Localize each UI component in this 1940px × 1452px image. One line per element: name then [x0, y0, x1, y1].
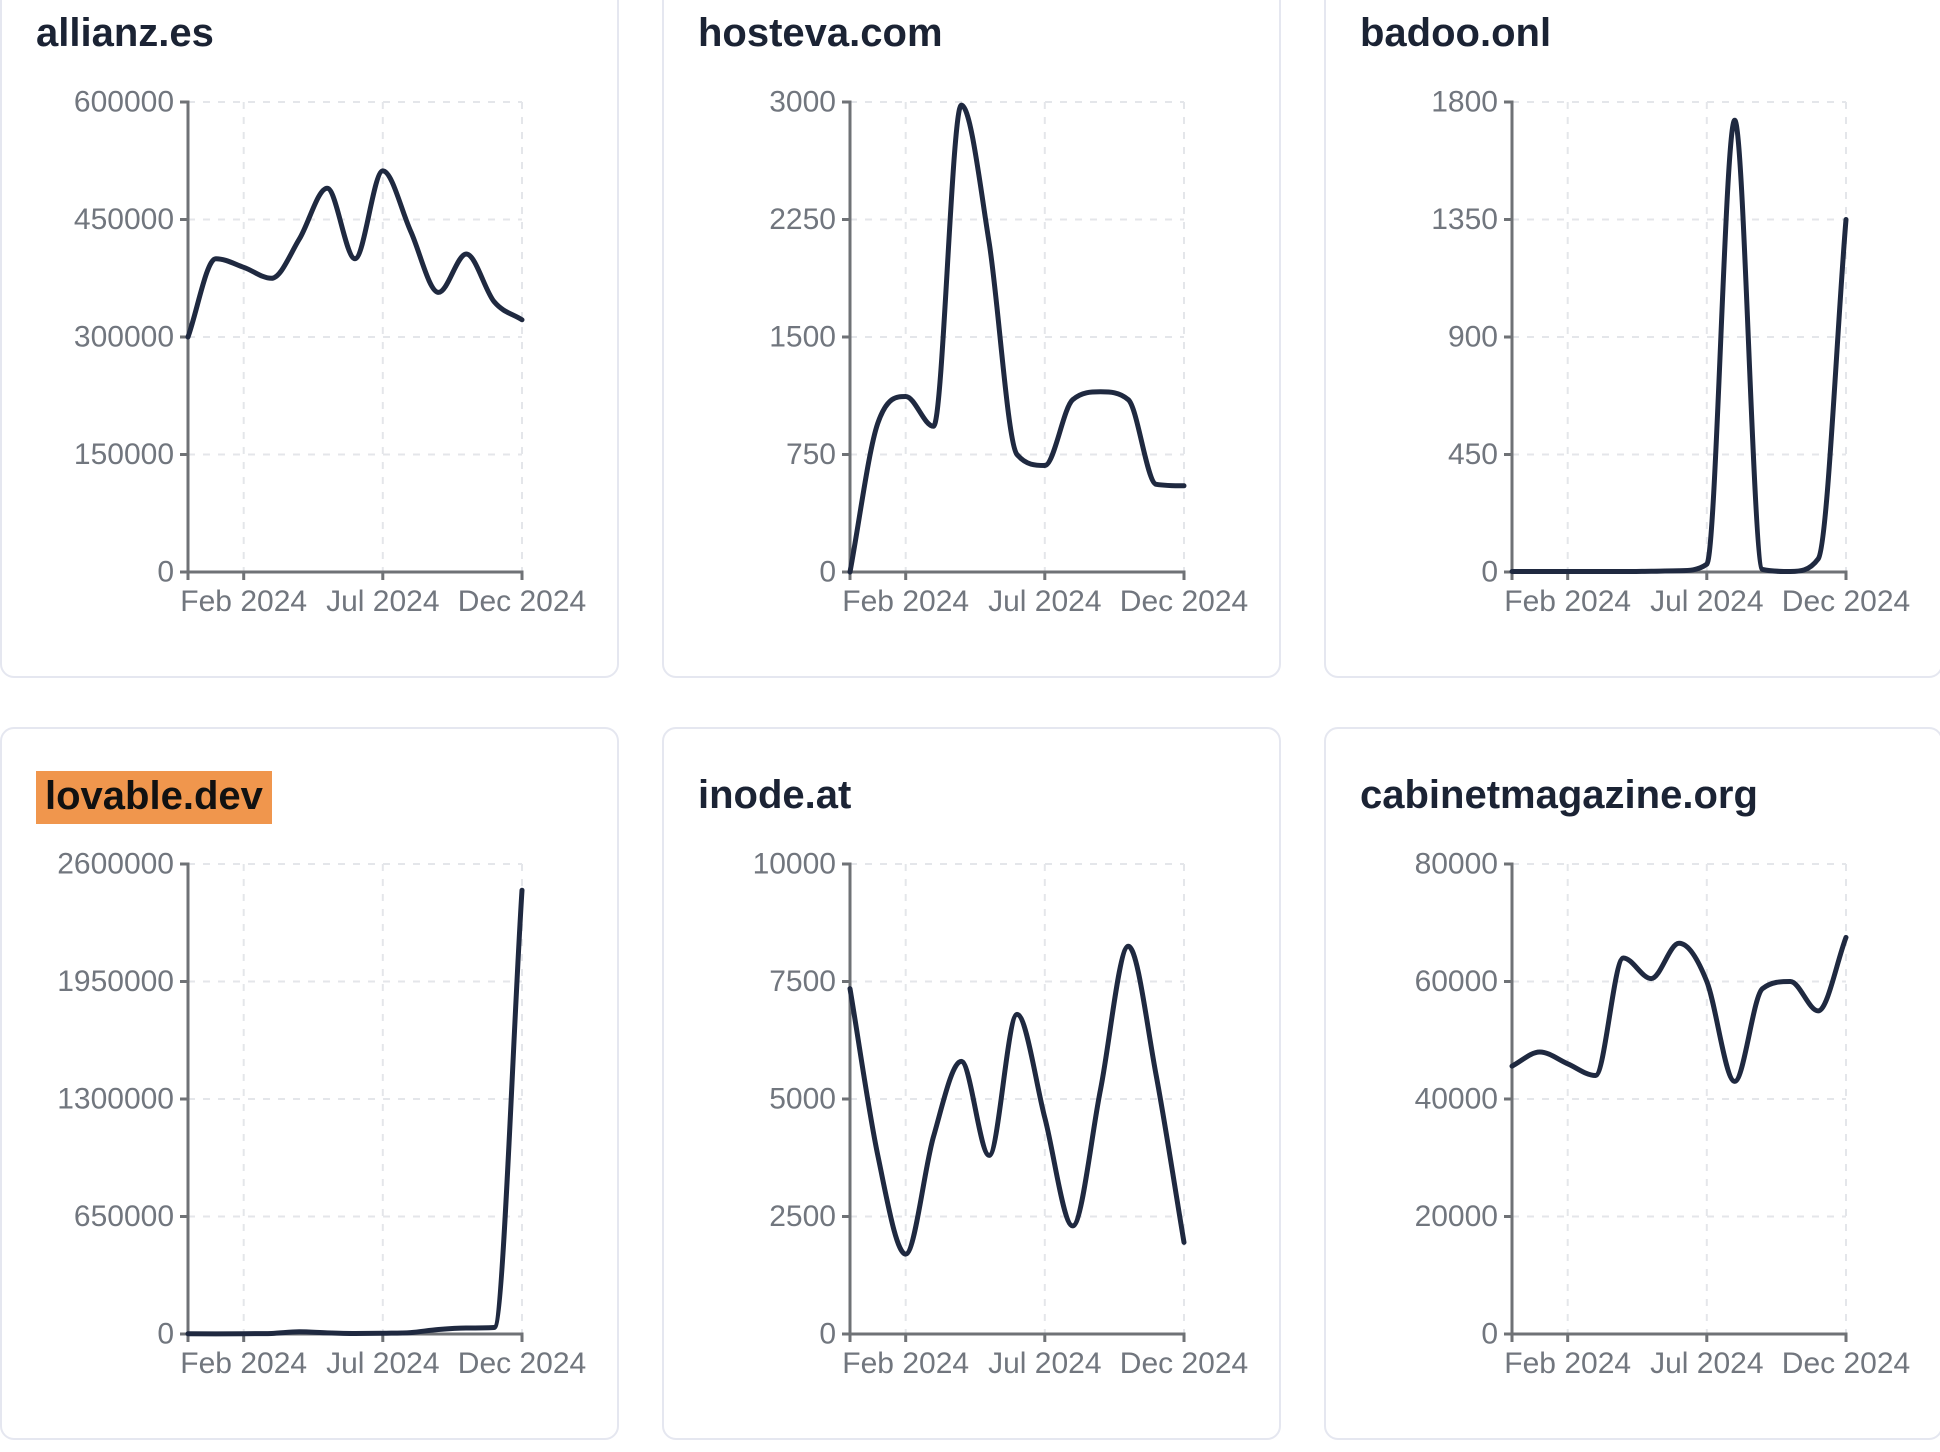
traffic-line-chart: 0 450 900 1350 1800 Feb 2024 Jul 2024 Dec 2024	[1431, 86, 1910, 619]
svg-text:Feb 2024: Feb 2024	[1504, 1347, 1631, 1380]
svg-text:2250: 2250	[769, 203, 836, 236]
svg-text:Dec 2024: Dec 2024	[458, 585, 586, 618]
svg-text:900: 900	[1448, 321, 1498, 354]
svg-text:60000: 60000	[1415, 965, 1498, 998]
svg-text:0: 0	[1481, 556, 1498, 589]
svg-text:Feb 2024: Feb 2024	[1504, 585, 1631, 618]
svg-text:2600000: 2600000	[57, 848, 174, 881]
svg-text:650000: 650000	[74, 1200, 174, 1233]
svg-text:1950000: 1950000	[57, 965, 174, 998]
traffic-line-chart: 0 750 1500 2250 3000 Feb 2024 Jul 2024 Dec 2024	[769, 86, 1248, 619]
svg-text:Dec 2024: Dec 2024	[1782, 1347, 1910, 1380]
svg-text:0: 0	[819, 1318, 836, 1351]
svg-text:5000: 5000	[769, 1083, 836, 1116]
svg-text:0: 0	[157, 1318, 174, 1351]
svg-text:150000: 150000	[74, 438, 174, 471]
svg-text:750: 750	[786, 438, 836, 471]
svg-text:Dec 2024: Dec 2024	[458, 1347, 586, 1380]
svg-text:Dec 2024: Dec 2024	[1782, 585, 1910, 618]
domain-title: inode.at	[698, 773, 852, 817]
svg-text:Jul 2024: Jul 2024	[988, 1347, 1101, 1380]
svg-text:Dec 2024: Dec 2024	[1120, 1347, 1248, 1380]
domain-card[interactable]: badoo.onl 0 450 900 1350 1800 Feb 2024 Jul 202…	[1324, 0, 1940, 678]
svg-text:1300000: 1300000	[57, 1083, 174, 1116]
svg-text:Jul 2024: Jul 2024	[326, 1347, 439, 1380]
svg-text:0: 0	[1481, 1318, 1498, 1351]
svg-text:600000: 600000	[74, 86, 174, 119]
svg-text:Jul 2024: Jul 2024	[1650, 1347, 1763, 1380]
svg-text:450000: 450000	[74, 203, 174, 236]
svg-text:300000: 300000	[74, 321, 174, 354]
domain-title: cabinetmagazine.org	[1360, 773, 1758, 817]
svg-text:2500: 2500	[769, 1200, 836, 1233]
traffic-line-chart: 0 20000 40000 60000 80000 Feb 2024 Jul 2024 Dec…	[1415, 848, 1911, 1381]
svg-text:10000: 10000	[753, 848, 836, 881]
svg-text:1500: 1500	[769, 321, 836, 354]
svg-text:3000: 3000	[769, 86, 836, 119]
svg-text:80000: 80000	[1415, 848, 1498, 881]
svg-text:450: 450	[1448, 438, 1498, 471]
svg-text:Jul 2024: Jul 2024	[1650, 585, 1763, 618]
traffic-line-chart: 0 150000 300000 450000 600000 Feb 2024 Jul 202…	[74, 86, 586, 619]
domain-card[interactable]: allianz.es 0 150000 300000 450000 600000 Feb …	[0, 0, 619, 678]
svg-text:1800: 1800	[1431, 86, 1498, 119]
svg-text:Jul 2024: Jul 2024	[988, 585, 1101, 618]
domain-title: badoo.onl	[1360, 11, 1552, 55]
svg-text:Dec 2024: Dec 2024	[1120, 585, 1248, 618]
traffic-line-chart: 0 2500 5000 7500 10000 Feb 2024 Jul 2024 Dec 20…	[753, 848, 1249, 1381]
domain-card[interactable]: inode.at 0 2500 5000 7500 10000 Feb 2024 Jul 2…	[662, 727, 1281, 1440]
svg-text:Feb 2024: Feb 2024	[842, 585, 969, 618]
traffic-line-chart: 0 650000 1300000 1950000 2600000 Feb 2024 Jul …	[57, 848, 586, 1381]
domain-title-highlighted: lovable.dev	[36, 771, 272, 824]
domain-card[interactable]: hosteva.com 0 750 1500 2250 3000 Feb 2024 Jul …	[662, 0, 1281, 678]
svg-text:7500: 7500	[769, 965, 836, 998]
svg-text:40000: 40000	[1415, 1083, 1498, 1116]
svg-text:0: 0	[819, 556, 836, 589]
domain-title: allianz.es	[36, 11, 214, 55]
svg-text:0: 0	[157, 556, 174, 589]
domain-title: hosteva.com	[698, 11, 943, 55]
svg-text:20000: 20000	[1415, 1200, 1498, 1233]
svg-text:Jul 2024: Jul 2024	[326, 585, 439, 618]
svg-text:Feb 2024: Feb 2024	[180, 1347, 307, 1380]
svg-text:Feb 2024: Feb 2024	[180, 585, 307, 618]
domain-card[interactable]: lovable.dev 0 650000 1300000 1950000 2600000…	[0, 727, 619, 1440]
domain-card[interactable]: cabinetmagazine.org 0 20000 40000 60000 8000…	[1324, 727, 1940, 1440]
svg-text:1350: 1350	[1431, 203, 1498, 236]
svg-text:Feb 2024: Feb 2024	[842, 1347, 969, 1380]
